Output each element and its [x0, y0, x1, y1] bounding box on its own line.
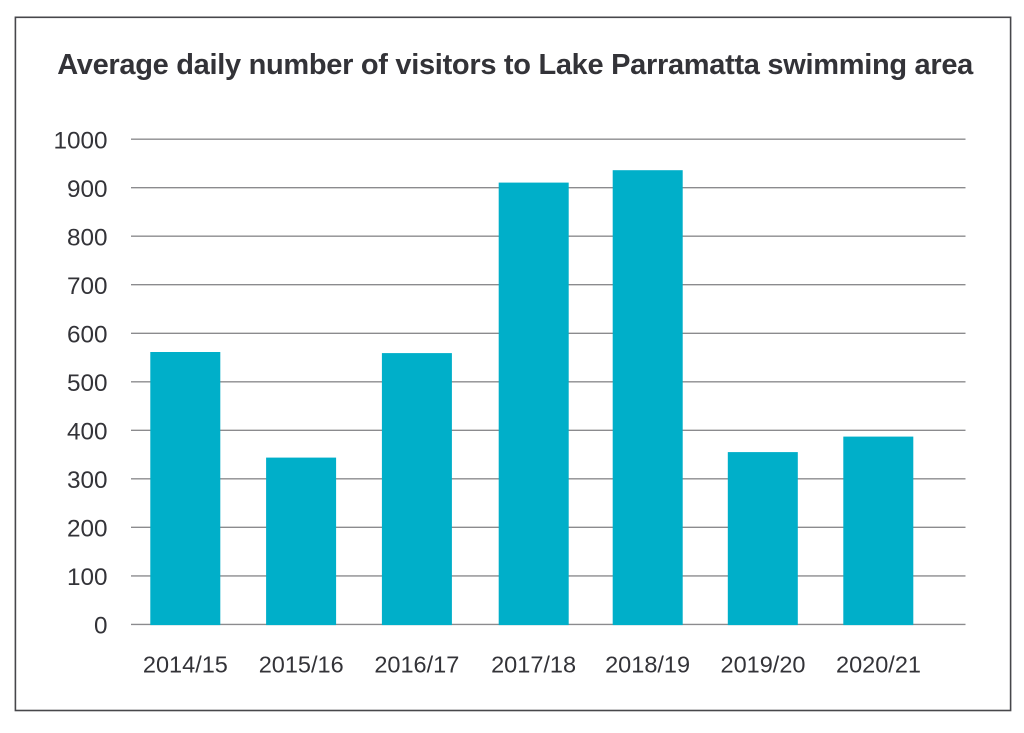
svg-text:2018/19: 2018/19: [605, 651, 690, 677]
svg-text:2015/16: 2015/16: [259, 651, 344, 677]
svg-text:300: 300: [67, 467, 108, 494]
svg-text:2014/15: 2014/15: [143, 651, 228, 677]
svg-text:100: 100: [67, 564, 108, 591]
svg-text:0: 0: [94, 613, 108, 640]
svg-text:400: 400: [67, 419, 108, 446]
svg-text:200: 200: [67, 516, 108, 543]
svg-text:700: 700: [67, 273, 108, 300]
svg-text:1000: 1000: [53, 127, 107, 154]
svg-text:2017/18: 2017/18: [491, 651, 576, 677]
svg-text:900: 900: [67, 176, 108, 203]
svg-text:2019/20: 2019/20: [721, 651, 806, 677]
svg-text:Average daily number of visito: Average daily number of visitors to Lake…: [57, 49, 974, 81]
svg-text:2016/17: 2016/17: [374, 651, 459, 677]
svg-text:600: 600: [67, 322, 108, 349]
svg-text:800: 800: [67, 224, 108, 251]
svg-text:500: 500: [67, 370, 108, 397]
svg-text:2020/21: 2020/21: [836, 651, 921, 677]
